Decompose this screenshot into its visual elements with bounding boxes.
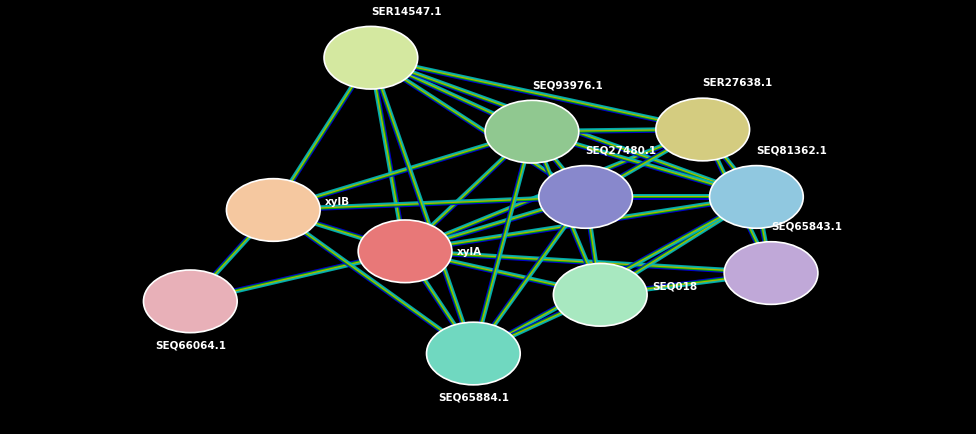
Ellipse shape [226,179,320,242]
Text: SEQ93976.1: SEQ93976.1 [532,80,602,90]
Ellipse shape [724,242,818,305]
Ellipse shape [710,166,803,229]
Ellipse shape [324,27,418,90]
Ellipse shape [427,322,520,385]
Ellipse shape [143,270,237,333]
Text: SEQ81362.1: SEQ81362.1 [756,145,828,155]
Text: SEQ27480.1: SEQ27480.1 [586,145,657,155]
Ellipse shape [358,220,452,283]
Text: SEQ65843.1: SEQ65843.1 [771,221,842,231]
Text: SER27638.1: SER27638.1 [703,78,773,88]
Ellipse shape [539,166,632,229]
Text: xylA: xylA [457,247,482,256]
Text: SER14547.1: SER14547.1 [371,7,441,16]
Text: SEQ66064.1: SEQ66064.1 [155,339,225,349]
Text: SEQ018: SEQ018 [652,281,697,291]
Text: SEQ65884.1: SEQ65884.1 [438,391,508,401]
Ellipse shape [656,99,750,161]
Text: xylB: xylB [325,196,350,206]
Ellipse shape [485,101,579,164]
Ellipse shape [553,264,647,326]
